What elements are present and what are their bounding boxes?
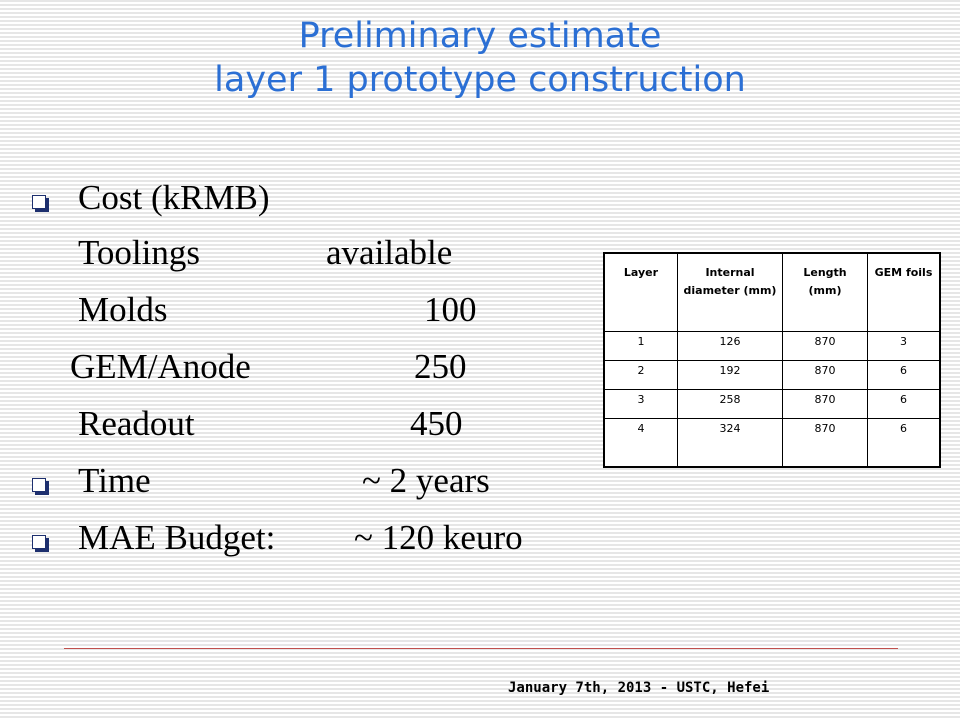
- table-cell: 870: [782, 389, 868, 420]
- table-cell: 3: [867, 330, 941, 362]
- column-header: Length (mm): [782, 252, 868, 332]
- bullet-list: Cost (kRMB) Toolings available Molds 100…: [30, 0, 590, 720]
- table-cell: 2: [603, 360, 678, 391]
- table-row: 4 324 870 6: [603, 418, 941, 468]
- cost-heading: Cost (kRMB): [78, 178, 270, 217]
- readout-value: 450: [410, 404, 463, 443]
- column-header: GEM foils: [867, 252, 941, 332]
- toolings-label: Toolings: [78, 233, 201, 272]
- table-cell: 1: [603, 330, 678, 362]
- readout-label: Readout: [78, 404, 195, 443]
- title-line-2: layer 1 prototype construction: [214, 60, 746, 100]
- square-bullet-icon: [32, 195, 46, 209]
- table-cell: 6: [867, 418, 941, 468]
- table-cell: 3: [603, 389, 678, 420]
- slide-title: Preliminary estimate layer 1 prototype c…: [0, 14, 960, 102]
- budget-value: ~ 120 keuro: [354, 518, 523, 557]
- table-cell: 324: [677, 418, 783, 468]
- table-cell: 4: [603, 418, 678, 468]
- table-cell: 870: [782, 330, 868, 362]
- table-row: 2 192 870 6: [603, 360, 941, 391]
- table-cell: 870: [782, 360, 868, 391]
- gem-anode-value: 250: [414, 347, 467, 386]
- footer-text: January 7th, 2013 - USTC, Hefei: [508, 680, 770, 696]
- toolings-value: available: [326, 233, 453, 272]
- table-cell: 870: [782, 418, 868, 468]
- column-header: Layer: [603, 252, 678, 332]
- title-line-1: Preliminary estimate: [298, 16, 662, 56]
- layer-table: Layer Internal diameter (mm) Length (mm)…: [603, 252, 941, 468]
- table-row: 1 126 870 3: [603, 330, 941, 362]
- gem-anode-label: GEM/Anode: [70, 347, 251, 386]
- molds-label: Molds: [78, 290, 168, 329]
- column-header: Internal diameter (mm): [677, 252, 783, 332]
- table-row: 3 258 870 6: [603, 389, 941, 420]
- table-cell: 126: [677, 330, 783, 362]
- table-header-row: Layer Internal diameter (mm) Length (mm)…: [603, 252, 941, 332]
- table-cell: 6: [867, 360, 941, 391]
- time-label: Time: [78, 461, 151, 500]
- budget-label: MAE Budget:: [78, 518, 276, 557]
- table-cell: 258: [677, 389, 783, 420]
- time-value: ~ 2 years: [362, 461, 490, 500]
- table-cell: 192: [677, 360, 783, 391]
- footer-divider: [64, 648, 898, 649]
- square-bullet-icon: [32, 478, 46, 492]
- molds-value: 100: [424, 290, 477, 329]
- square-bullet-icon: [32, 535, 46, 549]
- table-cell: 6: [867, 389, 941, 420]
